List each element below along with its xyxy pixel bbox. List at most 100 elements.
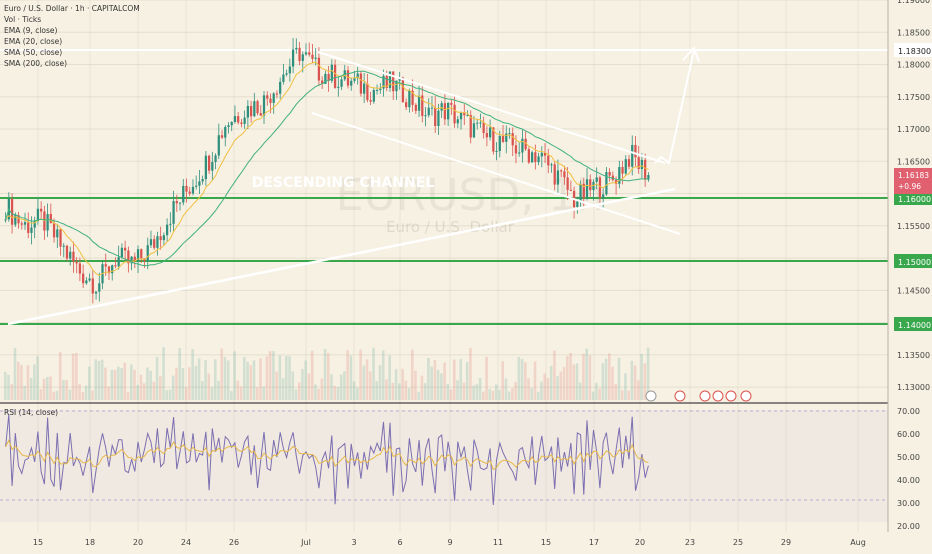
volume-bar — [4, 371, 7, 400]
indicator-ema-20[interactable]: EMA (20, close) — [4, 37, 62, 46]
rsi-axis[interactable]: 70.00 60.00 50.00 40.00 30.00 20.00 — [897, 407, 920, 531]
volume-bar — [617, 357, 621, 400]
candle-body — [440, 103, 443, 111]
channel-upper-line[interactable] — [317, 51, 666, 164]
candle-body — [585, 179, 589, 198]
volume-bar — [507, 391, 511, 400]
time-tick-label: 26 — [229, 538, 239, 547]
volume-bar — [291, 371, 295, 400]
candle-body — [272, 93, 275, 103]
volume-bar — [210, 387, 214, 400]
volume-bar — [394, 369, 398, 400]
indicator-sma-200[interactable]: SMA (200, close) — [4, 59, 67, 68]
candle-body — [508, 133, 511, 135]
candle-body — [569, 189, 572, 191]
volume-bar — [375, 381, 379, 400]
candle-body — [411, 90, 414, 105]
volume-bar — [178, 347, 182, 400]
indicator-ema-9[interactable]: EMA (9, close) — [4, 26, 58, 35]
volume-bar — [336, 387, 340, 400]
time-tick-label: 6 — [397, 538, 402, 547]
volume-bar — [356, 387, 359, 400]
candle-body — [369, 100, 372, 102]
volume-bar — [381, 350, 385, 400]
candle-body — [589, 179, 592, 191]
rsi-tick-label: 60.00 — [897, 430, 920, 439]
volume-bar — [504, 378, 508, 400]
volume-bars — [4, 347, 650, 400]
volume-bar — [294, 389, 298, 400]
projection-path[interactable] — [654, 49, 695, 165]
volume-bar — [42, 378, 46, 400]
volume-bar — [230, 391, 233, 400]
candle-body — [123, 247, 127, 251]
volume-bar — [349, 355, 353, 400]
level-tag-1-183-text: 1.18300 — [898, 47, 931, 56]
volume-bar — [97, 360, 101, 400]
candle-body — [550, 164, 553, 166]
volume-bar — [7, 374, 10, 400]
candle-body — [644, 159, 647, 180]
candle-body — [308, 52, 311, 55]
time-axis[interactable]: 15 18 20 24 26 Jul 3 6 9 11 15 17 20 23 25 29 Aug — [33, 538, 866, 547]
indicator-sma-50[interactable]: SMA (50, close) — [4, 48, 62, 57]
volume-bar — [314, 384, 317, 400]
volume-bar — [155, 356, 159, 400]
volume-bar — [485, 356, 488, 400]
flag-event-icon-1[interactable] — [674, 390, 686, 402]
volume-bar — [255, 387, 259, 400]
rsi-title[interactable]: RSI (14, close) — [4, 408, 58, 417]
flag-event-icon-2[interactable] — [699, 390, 711, 402]
candle-body — [282, 74, 285, 82]
flag-event-icon-3[interactable] — [712, 390, 724, 402]
indicator-vol[interactable]: Vol · Ticks — [4, 15, 41, 24]
volume-bar — [517, 356, 521, 400]
candle-body — [479, 122, 482, 124]
volume-bar — [246, 361, 249, 400]
candle-body — [627, 159, 631, 167]
volume-bar — [440, 373, 443, 400]
volume-bar — [285, 356, 288, 400]
volume-bar — [527, 378, 530, 400]
candle-body — [353, 78, 356, 81]
event-markers[interactable] — [645, 390, 752, 402]
volume-bar — [591, 391, 595, 400]
candle-body — [259, 113, 262, 116]
time-tick-label: 9 — [447, 538, 452, 547]
candle-body — [94, 291, 98, 294]
volume-bar — [433, 360, 437, 400]
volume-bar — [78, 384, 81, 400]
flag-event-icon-5[interactable] — [740, 390, 752, 402]
candle-body — [230, 121, 233, 126]
volume-bar — [475, 384, 479, 400]
candle-body — [356, 73, 359, 79]
price-tick-label: 1.13500 — [897, 351, 930, 360]
price-tick-label: 1.18500 — [897, 28, 930, 37]
channel-lower-line[interactable] — [311, 112, 681, 235]
volume-bar — [45, 377, 49, 400]
candle-body — [350, 80, 353, 86]
volume-bar — [213, 359, 217, 400]
candle-body — [40, 208, 43, 212]
time-tick-label: 18 — [85, 538, 95, 547]
candle-body — [36, 208, 40, 222]
candle-body — [243, 117, 246, 124]
candle-body — [262, 95, 266, 116]
volume-bar — [223, 356, 227, 400]
volume-bar — [430, 366, 433, 400]
volume-bar — [637, 380, 640, 400]
flag-event-icon-4[interactable] — [725, 390, 737, 402]
volume-bar — [91, 390, 94, 400]
level-tag-1-15 — [894, 254, 932, 268]
sma-50-line — [5, 70, 649, 267]
candle-body — [246, 105, 249, 118]
candle-body — [72, 251, 75, 262]
ascending-trendline[interactable] — [7, 187, 676, 326]
candle-body — [543, 152, 547, 156]
candle-body — [453, 104, 456, 124]
flash-event-icon[interactable] — [645, 390, 657, 402]
volume-bar — [633, 365, 637, 400]
volume-bar — [123, 362, 127, 400]
candle-body — [220, 135, 224, 138]
